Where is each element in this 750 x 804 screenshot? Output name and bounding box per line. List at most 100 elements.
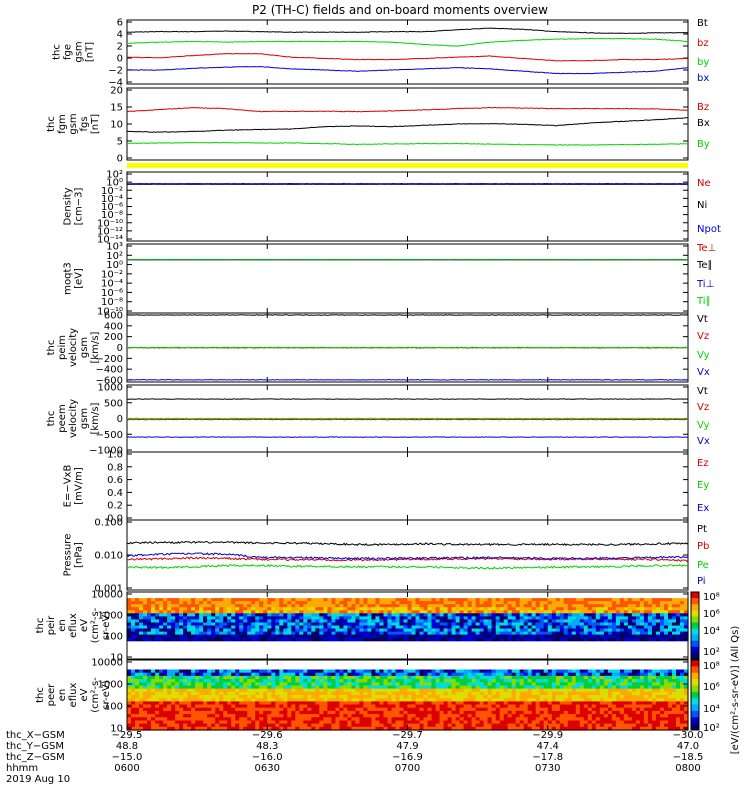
- legend-Vx: Vx: [697, 367, 710, 378]
- spectrogram-cell: [656, 629, 661, 633]
- spectrogram-cell: [604, 607, 609, 611]
- legend-Pb: Pb: [697, 541, 709, 552]
- legend-bz: bz: [697, 38, 709, 49]
- panel-frame: [127, 244, 688, 313]
- series-bx: [127, 67, 688, 74]
- spectrogram-cell: [283, 619, 288, 623]
- spectrogram-cell: [207, 619, 212, 623]
- spectrogram-cell: [279, 638, 284, 642]
- spectrogram-cell: [436, 629, 441, 633]
- spectrogram-cell: [231, 619, 236, 623]
- spectrogram-cell: [311, 619, 316, 623]
- spectrogram-cell: [396, 638, 401, 642]
- spectrogram-cell: [259, 638, 264, 642]
- spectrogram-cell: [440, 619, 445, 623]
- spectrogram-cell: [283, 607, 288, 611]
- spectrogram-cell: [279, 629, 284, 633]
- spectrogram-cell: [343, 613, 348, 617]
- spectrogram-cell: [520, 601, 525, 605]
- spectrogram-cell: [596, 638, 601, 642]
- spectrogram-cell: [287, 601, 292, 605]
- spectrogram-cell: [468, 613, 473, 617]
- spectrogram-cell: [464, 638, 469, 642]
- spectrogram-cell: [532, 601, 537, 605]
- spectrogram-cell: [375, 635, 380, 639]
- spectrogram-cell: [187, 635, 192, 639]
- spectrogram-cell: [432, 619, 437, 623]
- spectrogram-cell: [500, 635, 505, 639]
- spectrogram-cell: [436, 635, 441, 639]
- spectrogram-cell: [151, 607, 156, 611]
- spectrogram-cell: [319, 607, 324, 611]
- y-tick-label: 1000: [98, 383, 123, 394]
- spectrogram-cell: [416, 638, 421, 642]
- spectrogram-cell: [167, 635, 172, 639]
- spectrogram-cell: [183, 638, 188, 642]
- spectrogram-cell: [396, 601, 401, 605]
- spectrogram-cell: [199, 607, 204, 611]
- y-axis-label: moqt3: [63, 262, 74, 295]
- spectrogram-cell: [139, 613, 144, 617]
- spectrogram-cell: [151, 638, 156, 642]
- spectrogram-cell: [303, 638, 308, 642]
- spectrogram-cell: [540, 601, 545, 605]
- spectrogram-cell: [564, 619, 569, 623]
- spectrogram-cell: [572, 635, 577, 639]
- spectrogram-cell: [323, 607, 328, 611]
- spectrogram-cell: [436, 619, 441, 623]
- spectrogram-cell: [400, 638, 405, 642]
- spectrogram-cell: [604, 601, 609, 605]
- y-axis-label: [nT]: [85, 42, 96, 62]
- spectrogram-cell: [540, 638, 545, 642]
- spectrogram-cell: [580, 629, 585, 633]
- spectrogram-cell: [331, 613, 336, 617]
- spectrogram-cell: [311, 629, 316, 633]
- spectrogram-cell: [319, 638, 324, 642]
- spectrogram-cell: [327, 635, 332, 639]
- spectrogram-cell: [171, 613, 176, 617]
- y-axis-label: [cm−3]: [74, 188, 85, 226]
- spectrogram-cell: [155, 613, 160, 617]
- spectrogram-cell: [235, 638, 240, 642]
- spectrogram-cell: [488, 601, 493, 605]
- spectrogram-cell: [388, 613, 393, 617]
- spectrogram-cell: [452, 601, 457, 605]
- legend-Pe: Pe: [697, 560, 709, 571]
- spectrogram-cell: [604, 638, 609, 642]
- spectrogram-cell: [432, 607, 437, 611]
- spectrogram-cell: [592, 619, 597, 623]
- spectrogram-cell: [227, 619, 232, 623]
- spectrogram-cell: [500, 619, 505, 623]
- spectrogram-cell: [552, 635, 557, 639]
- spectrogram-cell: [239, 635, 244, 639]
- spectrogram-cell: [460, 629, 465, 633]
- spectrogram-cell: [656, 635, 661, 639]
- spectrogram-cell: [255, 619, 260, 623]
- spectrogram-cell: [367, 619, 372, 623]
- spectrogram-cell: [163, 607, 168, 611]
- spectrogram-cell: [668, 635, 673, 639]
- spectrogram-cell: [488, 607, 493, 611]
- spectrogram-cell: [327, 601, 332, 605]
- spectrogram-cell: [652, 635, 657, 639]
- spectrogram-cell: [660, 638, 665, 642]
- spectrogram-cell: [388, 619, 393, 623]
- spectrogram-cell: [307, 613, 312, 617]
- spectrogram-cell: [464, 607, 469, 611]
- spectrogram-cell: [235, 635, 240, 639]
- spectrogram-cell: [440, 613, 445, 617]
- spectrogram-cell: [576, 619, 581, 623]
- spectrogram-cell: [255, 629, 260, 633]
- spectrogram-cell: [552, 613, 557, 617]
- spectrogram-cell: [608, 638, 613, 642]
- spectrogram-cell: [363, 601, 368, 605]
- spectrogram-cell: [231, 601, 236, 605]
- spectrogram-cell: [167, 619, 172, 623]
- spectrogram-cell: [596, 613, 601, 617]
- spectrogram-cell: [636, 619, 641, 623]
- spectrogram-cell: [556, 619, 561, 623]
- spectrogram-cell: [552, 619, 557, 623]
- y-axis-label: gsm: [74, 41, 85, 62]
- spectrogram-cell: [568, 607, 573, 611]
